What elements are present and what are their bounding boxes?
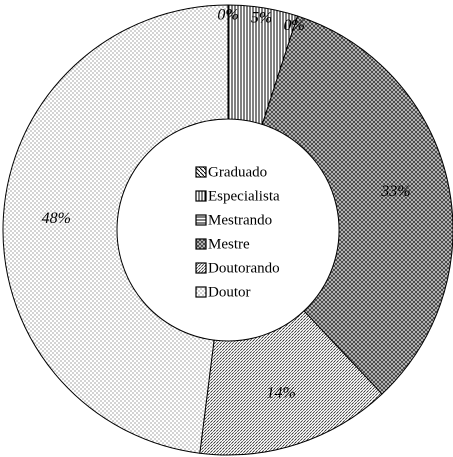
- legend-label: Doutor: [208, 284, 251, 300]
- slice: [261, 15, 453, 395]
- labels: 0% 5% 0% 33% 14% 48%: [42, 7, 411, 402]
- data-label: 48%: [42, 210, 71, 227]
- legend-label: Graduado: [208, 164, 267, 180]
- legend-label: Especialista: [208, 188, 280, 204]
- legend-label: Doutorando: [208, 260, 280, 276]
- legend-swatch: [195, 286, 207, 298]
- legend-swatch: [195, 166, 207, 178]
- legend-swatch: [195, 262, 207, 274]
- legend-label: Mestre: [208, 236, 250, 252]
- legend-swatch: [195, 190, 207, 202]
- slices: [2, 4, 453, 456]
- data-label: 14%: [266, 384, 295, 401]
- data-label: 5%: [251, 9, 272, 26]
- slice: [2, 4, 229, 454]
- legend: Graduado Especialista Mestrando Mestre Douto…: [195, 164, 280, 300]
- legend-label: Mestrando: [208, 212, 272, 228]
- data-label: 0%: [283, 17, 304, 34]
- data-label: 0%: [217, 7, 238, 24]
- data-label: 33%: [380, 183, 410, 200]
- legend-swatch: [195, 238, 207, 250]
- legend-swatch: [195, 214, 207, 226]
